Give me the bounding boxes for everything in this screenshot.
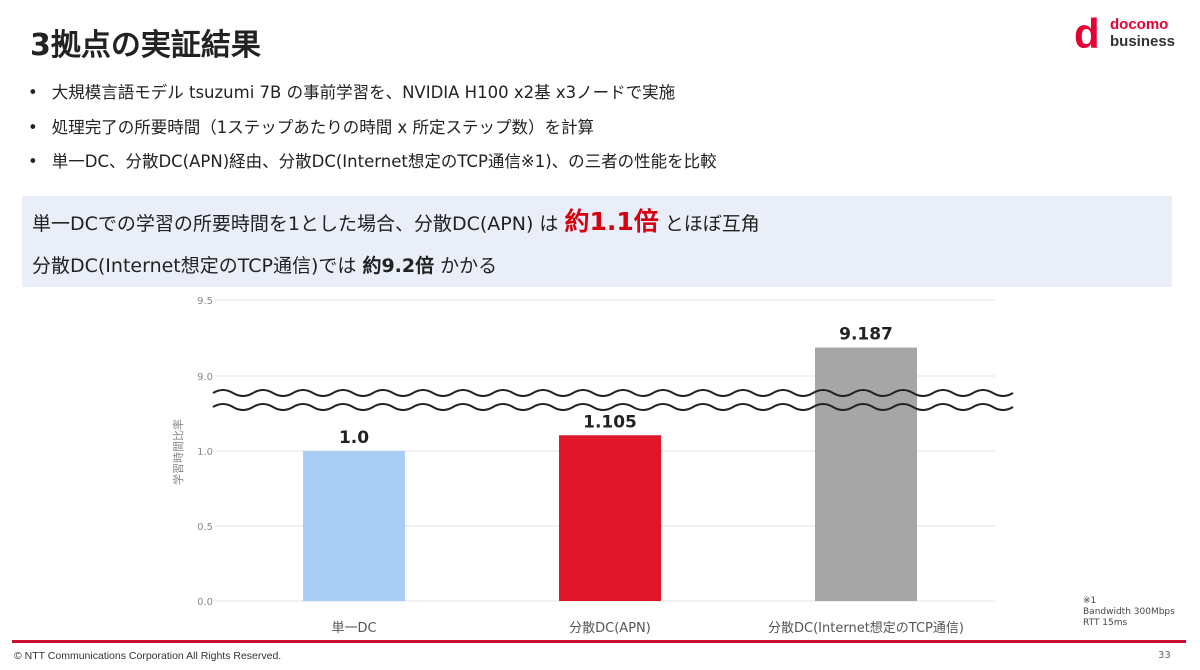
note-bandwidth: Bandwidth 300Mbps [1083, 607, 1175, 617]
logo-line1: docomo [1110, 16, 1169, 33]
y-axis-label: 学習時間比率 [171, 419, 185, 485]
bullet-item: 処理完了の所要時間（1ステップあたりの時間 x 所定ステップ数）を計算 [28, 111, 717, 146]
y-tick-label: 0.5 [197, 522, 213, 533]
bullet-item: 単一DC、分散DC(APN)経由、分散DC(Internet想定のTCP通信※1… [28, 145, 717, 180]
bar-2 [815, 347, 917, 601]
footnote: ※1 Bandwidth 300Mbps RTT 15ms [1083, 596, 1175, 629]
footer-divider [12, 640, 1186, 643]
highlight-line-1: 単一DCでの学習の所要時間を1とした場合、分散DC(APN) は 約1.1倍 と… [32, 204, 760, 242]
highlight-line-2: 分散DC(Internet想定のTCP通信)では 約9.2倍 かかる [32, 251, 497, 281]
x-tick-label: 分散DC(APN) [569, 621, 651, 636]
emphasis-9-2x: 約9.2倍 [362, 255, 435, 277]
x-tick-label: 単一DC [331, 620, 376, 636]
data-label: 9.187 [839, 325, 893, 345]
y-tick-label: 0.0 [197, 597, 213, 608]
note-rtt: RTT 15ms [1083, 618, 1128, 628]
page-title: 3拠点の実証結果 [30, 28, 261, 63]
axis-break-wave [212, 389, 1014, 397]
y-tick-label: 9.0 [197, 372, 213, 383]
bar-1 [559, 435, 661, 601]
text: 単一DCでの学習の所要時間を1とした場合、分散DC(APN) は [32, 213, 565, 235]
logo-mark: d [1074, 10, 1100, 57]
y-tick-label: 1.0 [197, 447, 213, 458]
page-number: 33 [1158, 650, 1171, 661]
bar-0 [303, 451, 405, 601]
text: 分散DC(Internet想定のTCP通信)では [32, 255, 363, 277]
bullet-item: 大規模言語モデル tsuzumi 7B の事前学習を、NVIDIA H100 x… [28, 76, 717, 111]
data-label: 1.105 [583, 412, 637, 432]
copyright: © NTT Communications Corporation All Rig… [14, 650, 282, 662]
logo-line2: business [1110, 33, 1176, 50]
bullet-list: 大規模言語モデル tsuzumi 7B の事前学習を、NVIDIA H100 x… [28, 76, 717, 180]
text: かかる [434, 255, 498, 277]
docomo-business-logo: d docomo business [1074, 10, 1184, 58]
x-tick-label: 分散DC(Internet想定のTCP通信) [768, 620, 964, 636]
axis-break-wave [212, 403, 1014, 411]
note-mark: ※1 [1083, 596, 1097, 606]
y-tick-label: 9.5 [197, 296, 213, 307]
text: とほぼ互角 [658, 213, 760, 235]
highlight-box: 単一DCでの学習の所要時間を1とした場合、分散DC(APN) は 約1.1倍 と… [22, 196, 1172, 287]
data-label: 1.0 [339, 428, 369, 448]
emphasis-1-1x: 約1.1倍 [564, 207, 659, 236]
